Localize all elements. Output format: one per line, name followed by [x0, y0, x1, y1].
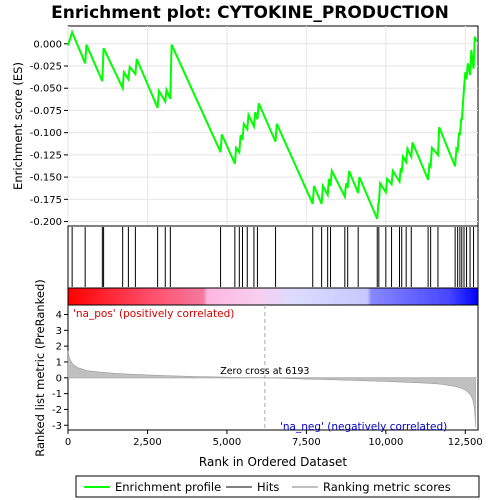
es-y-tick-label: -0.125: [30, 150, 62, 161]
metric-y-tick-label: -1: [52, 389, 62, 400]
legend: Enrichment profile Hits Ranking metric s…: [75, 475, 480, 498]
es-panel-frame: [67, 25, 479, 227]
x-tick-label: 2,500: [133, 437, 162, 448]
hits-panel-frame: [67, 225, 479, 289]
x-tick-label: 7,500: [292, 437, 321, 448]
enrichment-profile-line: [67, 29, 478, 220]
es-y-tick-label: -0.175: [30, 195, 62, 206]
es-panel: 0.000 -0.025 -0.050 -0.075 -0.100 -0.125 -0.15…: [11, 25, 479, 228]
hits-panel: [67, 225, 479, 289]
chart-title: Enrichment plot: CYTOKINE_PRODUCTION: [51, 3, 449, 23]
x-tick-label: 0: [65, 437, 71, 448]
metric-y-tick-label: 1: [56, 357, 62, 368]
legend-label-metric: Ranking metric scores: [323, 480, 451, 494]
es-y-tick-label: 0.000: [33, 39, 62, 50]
neg-correlated-label: 'na_neg' (negatively correlated): [280, 421, 447, 433]
metric-y-tick-label: 3: [56, 326, 62, 337]
es-y-tick-label: -0.050: [30, 84, 62, 95]
metric-panel-frame: [67, 304, 479, 431]
pos-correlated-label: 'na_pos' (positively correlated): [73, 308, 234, 320]
hit-markers: [71, 227, 475, 287]
x-tick-label: 10,000: [368, 437, 403, 448]
metric-y-tick-label: 4: [56, 310, 62, 321]
x-axis-label: Rank in Ordered Dataset: [199, 455, 347, 469]
es-y-tick-label: -0.200: [30, 217, 62, 228]
metric-y-tick-label: 0: [56, 373, 62, 384]
es-y-tick-label: -0.100: [30, 128, 62, 139]
x-tick-label: 12,500: [448, 437, 483, 448]
metric-panel: 4 3 2 1 0 -1 -2 -3 Zero cross at 6193 'na_pos' …: [33, 279, 479, 457]
metric-y-tick-label: -3: [52, 421, 62, 432]
es-y-tick-label: -0.025: [30, 62, 62, 73]
metric-y-tick-label: 2: [56, 342, 62, 353]
ranking-metric-area: [67, 350, 476, 427]
es-y-tick-label: -0.075: [30, 106, 62, 117]
x-tick-label: 5,000: [213, 437, 242, 448]
legend-label-enrichment: Enrichment profile: [115, 480, 221, 494]
rank-color-strip: [67, 287, 479, 306]
zero-cross-annotation: Zero cross at 6193: [220, 366, 309, 377]
es-y-tick-label: -0.150: [30, 173, 62, 184]
es-y-axis-label: Enrichment score (ES): [11, 62, 25, 190]
metric-y-axis: 4 3 2 1 0 -1 -2 -3: [52, 310, 68, 432]
legend-label-hits: Hits: [257, 480, 279, 494]
es-y-axis: 0.000 -0.025 -0.050 -0.075 -0.100 -0.125 -0.15…: [30, 39, 68, 228]
x-axis: 0 2,500 5,000 7,500 10,000 12,500: [65, 430, 483, 448]
metric-y-axis-label: Ranked list metric (PreRanked): [33, 279, 47, 457]
metric-y-tick-label: -2: [52, 405, 62, 416]
legend-box: [75, 475, 480, 498]
